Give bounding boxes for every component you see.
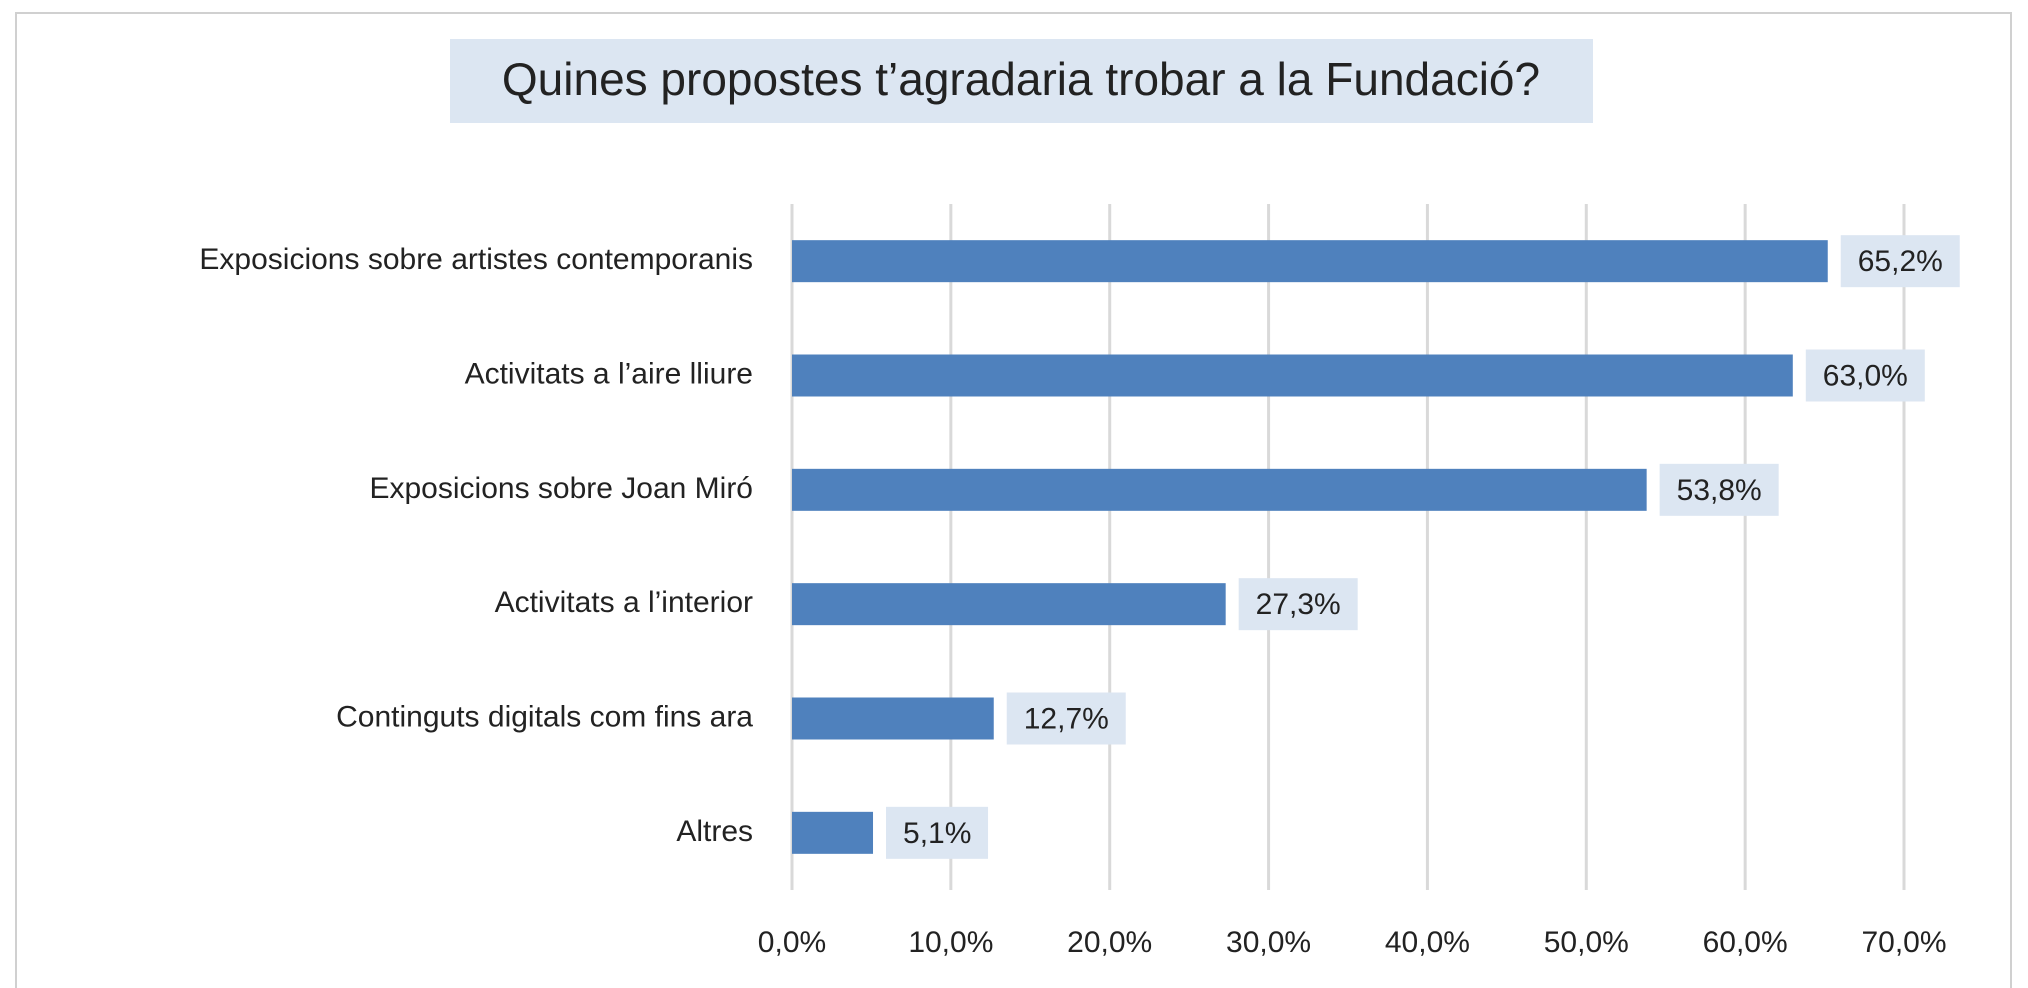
x-tick-label: 0,0% — [758, 926, 826, 959]
value-label: 27,3% — [1256, 588, 1341, 621]
value-label-box — [1659, 463, 1779, 516]
value-label-box — [1840, 235, 1960, 288]
y-tick-label: Activitats a l’aire lliure — [465, 357, 753, 390]
value-label: 53,8% — [1677, 474, 1762, 507]
value-label: 65,2% — [1858, 245, 1943, 278]
bar — [792, 354, 1793, 397]
x-tick-label: 70,0% — [1861, 926, 1946, 959]
x-tick-label: 40,0% — [1385, 926, 1470, 959]
title-box — [450, 39, 1593, 123]
bar — [792, 811, 874, 854]
bar — [792, 240, 1828, 283]
value-label-box — [886, 806, 989, 859]
bar — [792, 697, 994, 740]
y-tick-label: Exposicions sobre Joan Miró — [369, 472, 753, 505]
x-tick-label: 20,0% — [1067, 926, 1152, 959]
x-tick-label: 60,0% — [1703, 926, 1788, 959]
bar — [792, 468, 1647, 511]
x-tick-label: 10,0% — [908, 926, 993, 959]
x-tick-label: 30,0% — [1226, 926, 1311, 959]
value-label: 12,7% — [1024, 702, 1109, 735]
y-tick-label: Altres — [676, 815, 753, 848]
value-label-box — [1805, 349, 1925, 402]
y-tick-label: Exposicions sobre artistes contemporanis — [199, 243, 753, 276]
value-label-box — [1006, 692, 1126, 745]
y-tick-label: Continguts digitals com fins ara — [336, 700, 753, 733]
y-tick-label: Activitats a l’interior — [495, 586, 753, 619]
chart-title: Quines propostes t’agradaria trobar a la… — [502, 53, 1540, 105]
value-label: 5,1% — [903, 817, 971, 850]
value-label-box — [1238, 578, 1358, 631]
x-tick-label: 50,0% — [1544, 926, 1629, 959]
bar — [792, 583, 1226, 626]
value-label: 63,0% — [1823, 359, 1908, 392]
